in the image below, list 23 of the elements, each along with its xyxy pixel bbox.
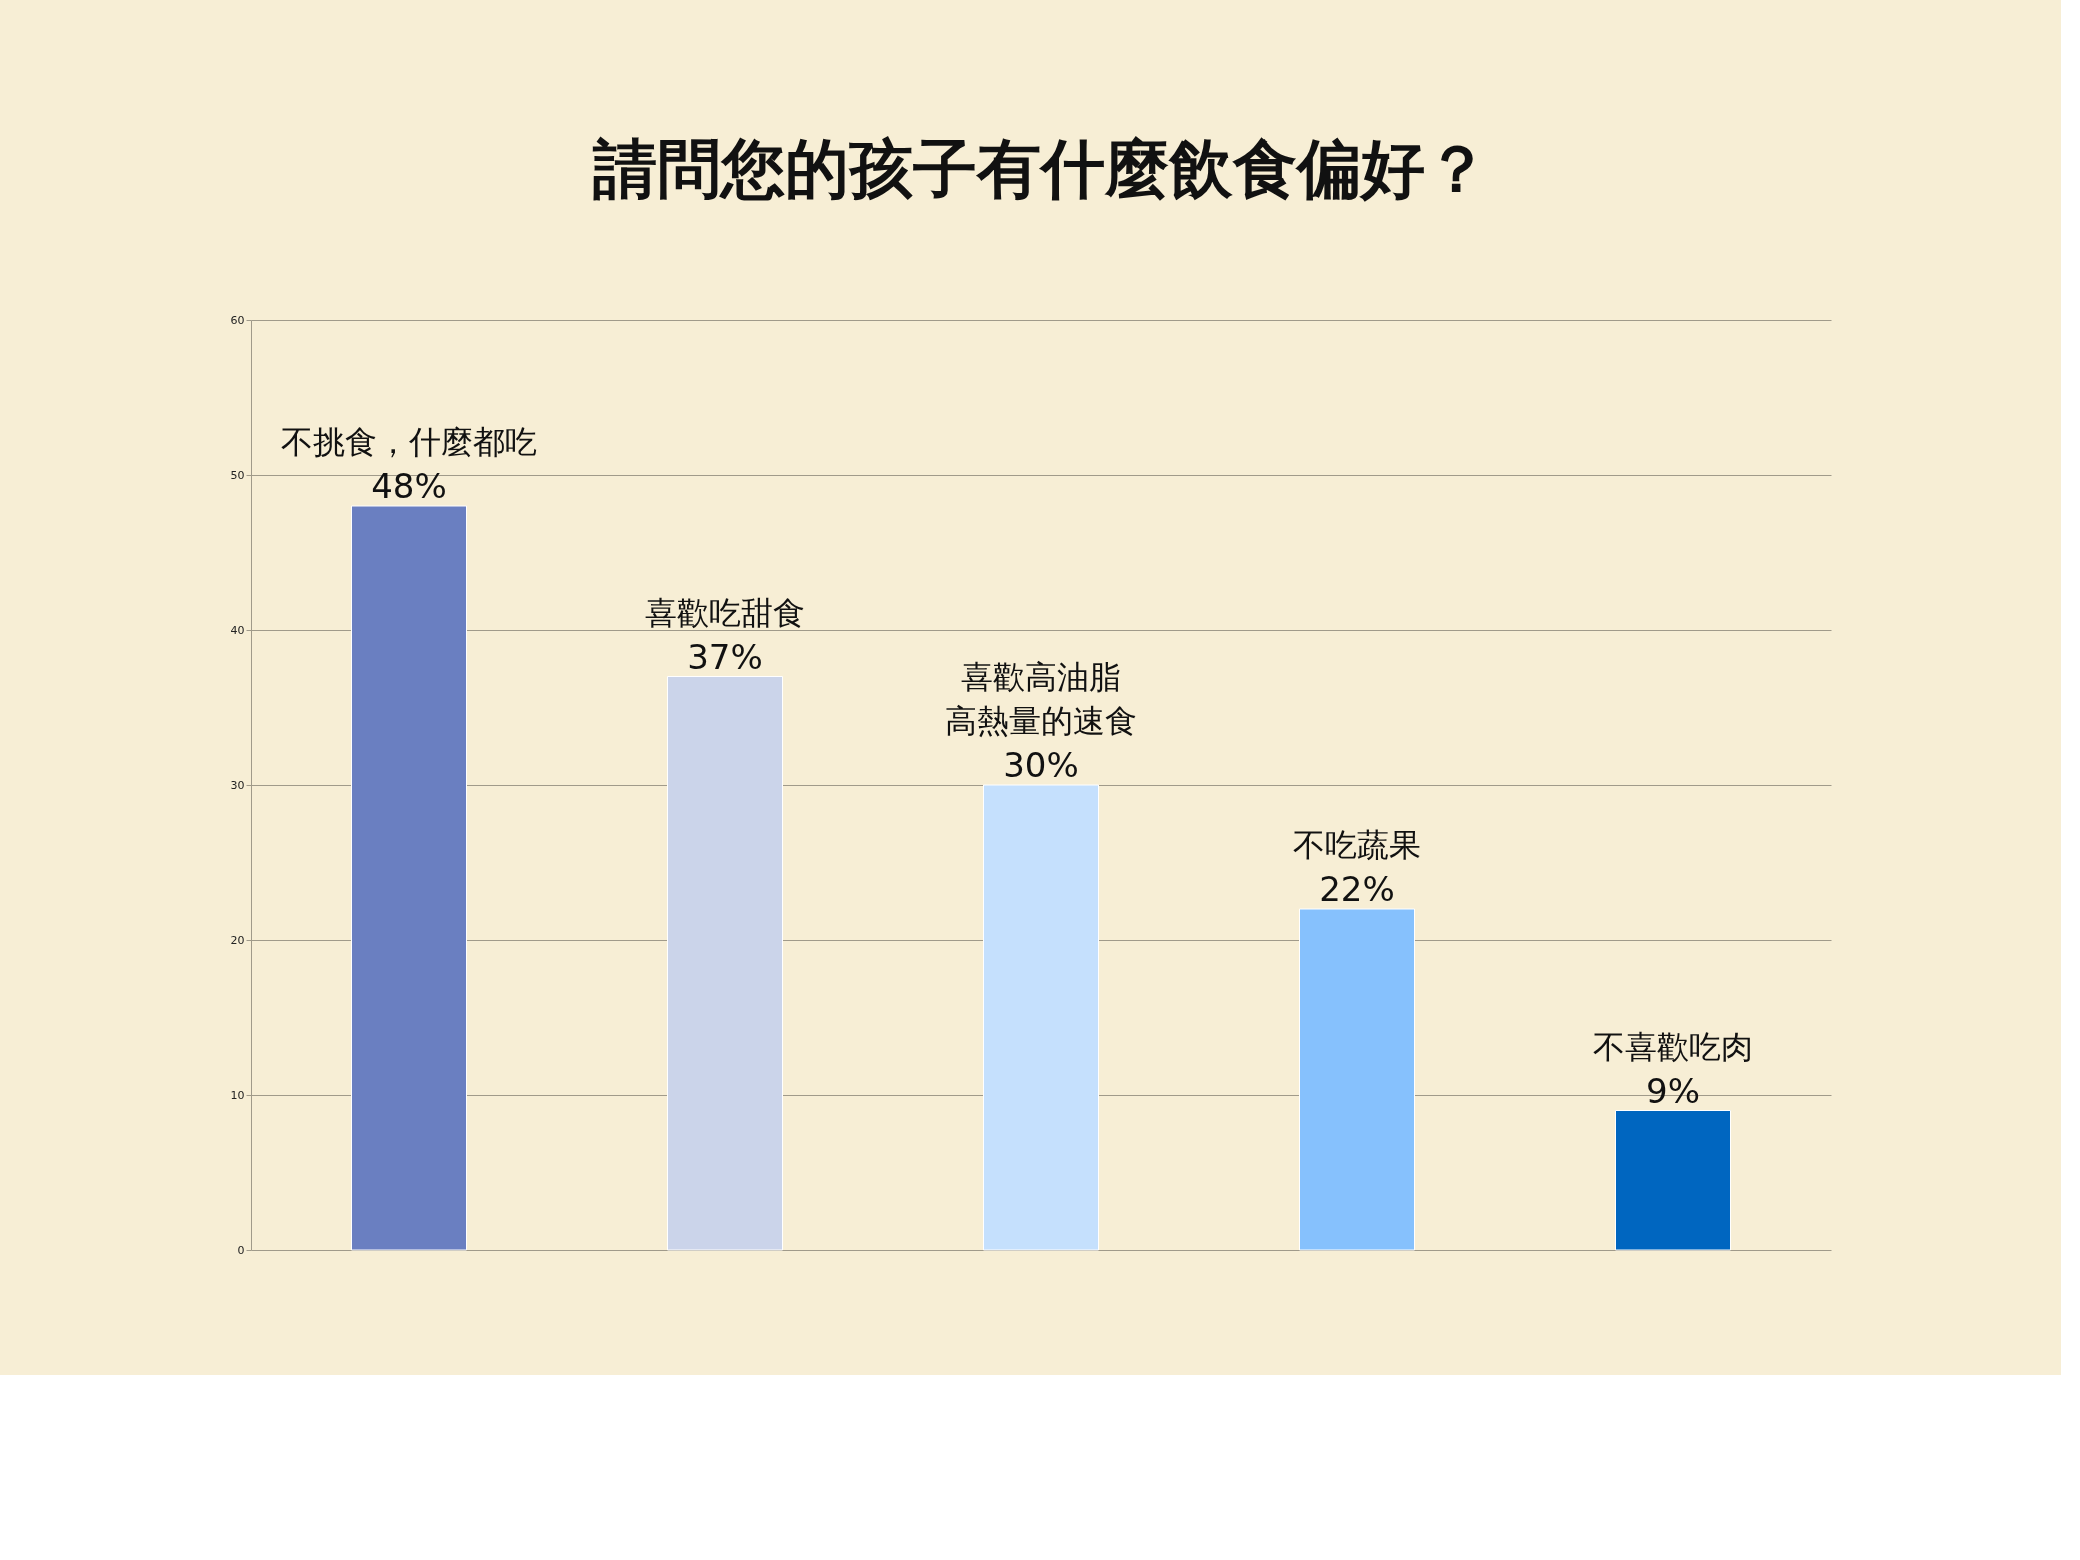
chart-title: 請問您的孩子有什麼飲食偏好？: [592, 132, 1489, 206]
y-tick-label: 0: [237, 1243, 245, 1257]
y-tick-label: 10: [230, 1088, 245, 1102]
y-tick-label: 60: [230, 313, 245, 327]
data-label: 30%: [1003, 745, 1079, 785]
x-tick-label: 不挑食，什麼都吃: [281, 423, 537, 461]
data-label: 48%: [371, 466, 447, 506]
x-tick-label: 喜歡高油脂高熱量的速食: [945, 658, 1137, 740]
data-label: 37%: [687, 636, 763, 677]
x-tick-label: 不吃蔬果: [1293, 826, 1421, 864]
bar: [667, 676, 783, 1251]
bar: [1615, 1110, 1731, 1251]
y-tick-label: 20: [230, 933, 245, 947]
y-tick-label: 30: [230, 778, 245, 792]
y-tick-label: 40: [230, 623, 245, 637]
bar: [351, 505, 467, 1251]
x-tick-label: 不喜歡吃肉: [1593, 1027, 1753, 1066]
bar: [983, 784, 1099, 1251]
data-label: 9%: [1646, 1070, 1700, 1111]
bar: [1299, 908, 1415, 1251]
y-tick-label: 50: [230, 468, 245, 482]
x-tick-label: 喜歡吃甜食: [645, 593, 805, 632]
data-label: 22%: [1319, 869, 1395, 909]
